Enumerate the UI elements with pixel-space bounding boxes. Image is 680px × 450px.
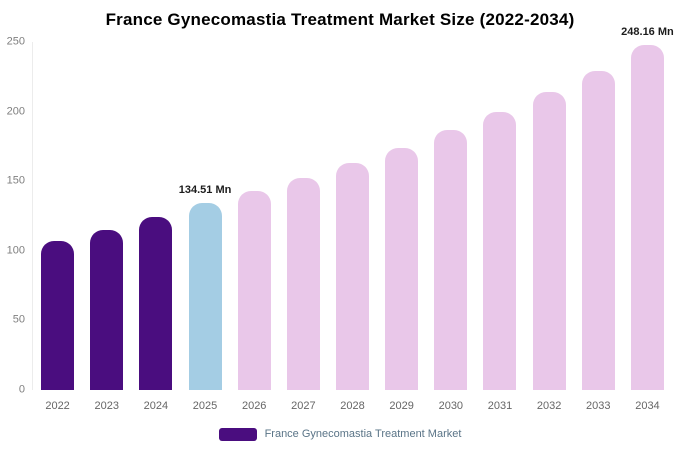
bar-slot: 2029 xyxy=(377,42,426,412)
bar-slot: 2033 xyxy=(574,42,623,412)
bar-2032 xyxy=(532,92,566,390)
x-tick-label: 2023 xyxy=(94,400,119,412)
bar-slot: 2032 xyxy=(525,42,574,412)
legend: France Gynecomastia Treatment Market xyxy=(0,426,680,442)
x-tick-label: 2026 xyxy=(241,400,267,412)
bar-slot: 2028 xyxy=(328,42,377,412)
bar-slot: 2034 248.16 Mn xyxy=(621,26,674,412)
bar-slot: 2026 xyxy=(230,42,279,412)
bar-slot: 2027 xyxy=(279,42,328,412)
plot-area: 2022 2023 2024 2025 134.51 Mn 2026 2027 2028 202… xyxy=(32,26,674,412)
data-label-2025: 134.51 Mn xyxy=(178,183,232,196)
bar-2027 xyxy=(286,178,320,390)
y-tick-label: 0 xyxy=(18,383,25,396)
legend-swatch xyxy=(218,427,257,441)
x-tick-label: 2030 xyxy=(438,400,464,412)
x-tick-label: 2028 xyxy=(340,400,365,412)
x-tick-label: 2029 xyxy=(389,400,414,412)
x-tick-label: 2024 xyxy=(143,400,169,412)
x-tick-label: 2031 xyxy=(487,400,513,412)
bar-slot: 2022 xyxy=(33,42,82,412)
bar-2023 xyxy=(90,229,124,390)
x-tick-label: 2025 xyxy=(192,400,218,412)
legend-label: France Gynecomastia Treatment Market xyxy=(264,428,462,440)
bar-slot: 2030 xyxy=(426,42,475,412)
bar-2025 xyxy=(188,202,222,390)
y-tick-label: 250 xyxy=(6,35,25,48)
x-tick-label: 2032 xyxy=(536,400,562,412)
bar-2034 xyxy=(630,44,664,390)
bar-2030 xyxy=(434,129,468,390)
bar-slot: 2025 134.51 Mn xyxy=(178,42,232,412)
bar-2026 xyxy=(237,190,271,390)
x-tick-label: 2034 xyxy=(635,400,660,412)
x-tick-label: 2027 xyxy=(291,400,316,412)
y-tick-label: 150 xyxy=(6,174,25,187)
y-tick-label: 50 xyxy=(12,313,25,326)
bar-slot: 2023 xyxy=(82,42,131,412)
bar-2029 xyxy=(385,147,419,390)
bar-slot: 2031 xyxy=(475,42,524,412)
x-tick-label: 2022 xyxy=(45,400,70,412)
data-label-2034: 248.16 Mn xyxy=(621,25,674,38)
bar-2033 xyxy=(581,71,615,390)
y-tick-label: 100 xyxy=(6,244,25,257)
chart-title: France Gynecomastia Treatment Market Siz… xyxy=(105,10,575,29)
bar-slot: 2024 xyxy=(131,42,180,412)
bar-2028 xyxy=(336,163,370,390)
y-axis: 0 50 100 150 200 250 xyxy=(0,36,28,395)
x-tick-label: 2033 xyxy=(586,400,611,412)
bar-2031 xyxy=(483,111,517,390)
bar-2024 xyxy=(139,217,173,390)
y-tick-label: 200 xyxy=(6,105,25,118)
bar-2022 xyxy=(41,241,75,390)
